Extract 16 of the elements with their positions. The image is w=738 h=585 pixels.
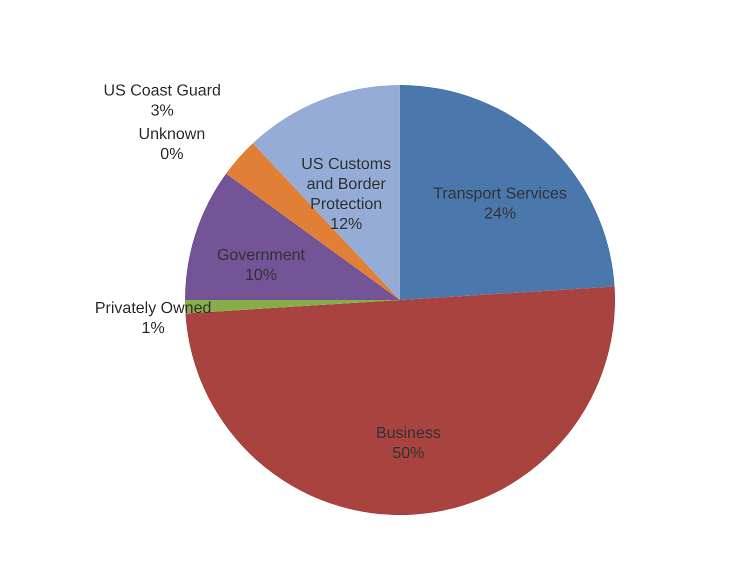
- data-label: 12%: [330, 216, 362, 234]
- data-label: 50%: [392, 445, 424, 462]
- data-label: 1%: [142, 320, 165, 337]
- pie-slice: [185, 174, 400, 300]
- category-label: Unknown: [138, 126, 206, 144]
- pie-slice: [400, 85, 615, 300]
- data-label: 10%: [244, 266, 277, 284]
- data-label: 3%: [150, 102, 174, 120]
- data-label: 24%: [484, 205, 516, 222]
- slice-label: US Customs and Border Protection: [301, 156, 392, 214]
- slice-label: Government: [216, 246, 306, 264]
- text: 0%: [160, 146, 184, 164]
- slice-label: Business: [376, 425, 441, 442]
- slice-label: Transport Services: [433, 185, 567, 202]
- slice-label: US Coast Guard: [104, 82, 221, 100]
- slice-label: Privately Owned: [94, 300, 212, 317]
